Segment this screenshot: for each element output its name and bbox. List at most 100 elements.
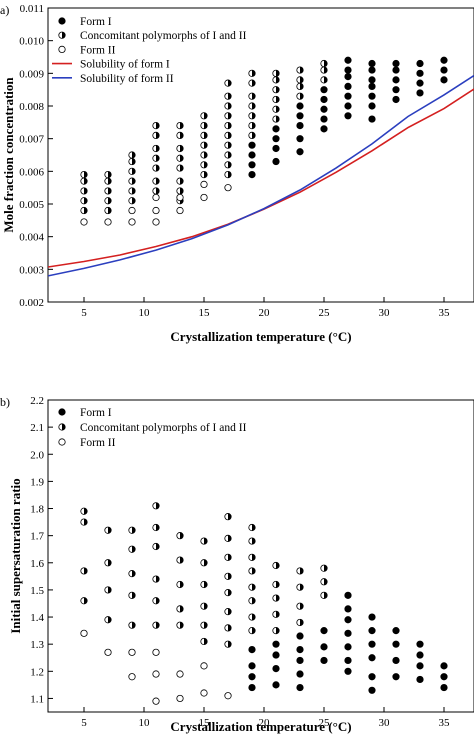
legend-label: Solubility of form II xyxy=(80,73,174,85)
data-point xyxy=(368,673,376,681)
data-point xyxy=(248,161,256,169)
data-point xyxy=(320,59,328,68)
data-point xyxy=(104,197,112,205)
x-tick-label: 25 xyxy=(319,307,331,319)
data-point xyxy=(104,171,112,179)
data-point xyxy=(344,591,352,599)
y-tick-label: 1.5 xyxy=(30,585,44,597)
data-point xyxy=(272,157,280,166)
data-point xyxy=(272,640,280,648)
data-point xyxy=(152,122,160,130)
data-point xyxy=(344,629,352,637)
data-point xyxy=(344,92,352,100)
x-tick-label: 10 xyxy=(139,307,151,319)
data-point xyxy=(440,66,448,74)
data-point xyxy=(320,578,328,586)
data-point xyxy=(128,197,136,205)
data-point xyxy=(176,621,184,629)
data-point xyxy=(200,621,208,629)
y-tick-label: 1.4 xyxy=(30,612,44,624)
data-point xyxy=(272,105,280,113)
data-point xyxy=(224,122,232,130)
data-point xyxy=(104,218,112,226)
data-point xyxy=(152,144,160,153)
data-point xyxy=(248,171,256,179)
data-point xyxy=(272,594,280,602)
data-point xyxy=(152,697,160,705)
data-point xyxy=(128,167,136,175)
data-point xyxy=(176,187,184,195)
data-point xyxy=(248,79,256,87)
data-point xyxy=(320,643,328,651)
ticks-b: 5 10 15 20 25 30 35 1.1 1.2 1.3 1.4 1.5 1.6 1.7 1.8 1.9… xyxy=(30,395,450,729)
data-point xyxy=(248,537,256,545)
data-point xyxy=(392,95,400,104)
data-point xyxy=(320,66,328,74)
data-point xyxy=(320,95,328,104)
data-point xyxy=(296,645,304,654)
data-point xyxy=(272,69,280,77)
data-point xyxy=(248,122,256,130)
panel-b: b) 5 10 15 20 25 30 35 1.1 1.2 1.3 1.4 1.5 1.6 1.7 1.8… xyxy=(0,395,474,734)
data-point xyxy=(152,670,160,678)
data-point xyxy=(296,148,304,156)
data-point xyxy=(224,184,232,192)
data-point xyxy=(344,66,352,74)
data-point xyxy=(80,629,88,637)
x-tick-label: 35 xyxy=(439,717,451,729)
y-tick-label: 2.0 xyxy=(30,449,44,461)
data-point xyxy=(248,662,256,670)
data-point xyxy=(200,193,208,202)
data-point xyxy=(224,151,232,159)
data-point xyxy=(248,102,256,110)
data-point xyxy=(296,82,304,91)
data-point xyxy=(224,102,232,110)
data-point xyxy=(128,157,136,166)
data-point xyxy=(272,135,280,143)
legend-b: Form I Concomitant polymorphs of I and II… xyxy=(58,407,247,449)
data-point xyxy=(200,131,208,139)
data-point xyxy=(320,76,328,84)
legend-label: Form II xyxy=(80,44,116,56)
data-point xyxy=(296,66,304,74)
data-point xyxy=(296,632,304,640)
y-tick-label: 1.8 xyxy=(30,504,44,516)
y-tick-label: 0.005 xyxy=(19,199,44,211)
data-point xyxy=(368,59,376,68)
data-point xyxy=(200,151,208,159)
y-tick-label: 0.010 xyxy=(19,36,44,48)
data-point xyxy=(296,102,304,110)
legend-marker xyxy=(58,17,66,25)
data-point xyxy=(368,640,376,648)
data-point xyxy=(200,537,208,545)
x-tick-label: 30 xyxy=(379,307,391,319)
data-point xyxy=(152,523,160,532)
data-point xyxy=(392,627,400,635)
data-point xyxy=(392,86,400,94)
data-point xyxy=(224,92,232,100)
data-point xyxy=(152,177,160,185)
data-point xyxy=(200,141,208,149)
y-tick-label: 0.003 xyxy=(19,264,44,276)
legend-label: Concomitant polymorphs of I and II xyxy=(80,422,247,434)
data-point xyxy=(104,206,112,215)
legend-label: Concomitant polymorphs of I and II xyxy=(80,30,247,42)
data-point xyxy=(176,154,184,162)
data-point xyxy=(248,597,256,605)
y-tick-label: 1.2 xyxy=(30,666,44,678)
data-point xyxy=(344,667,352,675)
y-tick-label: 0.007 xyxy=(19,134,44,146)
data-point xyxy=(248,673,256,681)
data-point xyxy=(176,164,184,172)
data-point xyxy=(176,694,184,703)
data-point xyxy=(248,683,256,692)
x-tick-label: 35 xyxy=(439,307,451,319)
data-point xyxy=(224,608,232,616)
data-point xyxy=(152,542,160,551)
data-point xyxy=(320,656,328,665)
data-point xyxy=(296,683,304,692)
data-points-b xyxy=(80,502,448,705)
data-point xyxy=(296,92,304,100)
legend-marker xyxy=(58,408,66,416)
data-point xyxy=(344,102,352,110)
